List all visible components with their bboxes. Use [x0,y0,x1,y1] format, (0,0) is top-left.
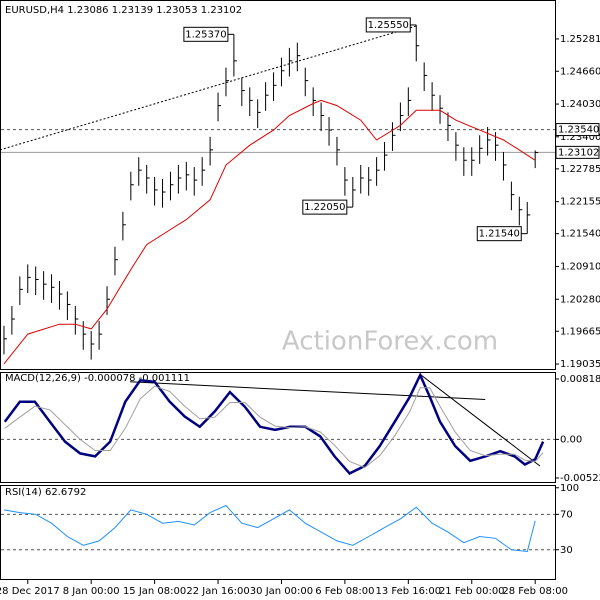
indicator-line [3,504,536,553]
trendline [419,374,541,467]
y-tick-label: 1.19035 [560,359,600,370]
x-tick-label: 22 Jan 16:00 [186,586,249,597]
y-tick-label: 1.24660 [560,66,600,77]
y-tick-label: 70 [560,509,573,520]
x-tick-label: 28 Feb 08:00 [502,586,568,597]
y-tick-label: 1.22785 [560,164,600,175]
y-tick-label: 0.008182 [560,374,600,385]
y-tick-label: 30 [560,545,573,556]
x-tick-label: 13 Feb 16:00 [376,586,442,597]
x-tick-label: 21 Feb 00:00 [439,586,505,597]
annotation-box [302,199,348,215]
y-tick-label: -0.005223 [560,473,600,484]
x-tick-label: 6 Feb 08:00 [315,586,374,597]
y-tick-label: 1.20280 [560,294,600,305]
annotation-label: 1.25550 [368,20,409,31]
price-panel [0,0,556,370]
y-tick-label: 1.19665 [560,326,600,337]
indicator-line [4,385,544,469]
chart-title: EURUSD,H4 1.23086 1.23139 1.23053 1.2310… [5,5,242,16]
annotation-box [476,226,522,242]
trendline [130,381,486,401]
y-tick-label: 100 [560,483,579,494]
trendline [0,25,417,151]
y-tick-label: 1.22155 [560,197,600,208]
indicator-line [3,372,545,475]
x-tick-label: 15 Jan 08:00 [123,586,186,597]
x-tick-label: 8 Jan 00:00 [63,586,120,597]
y-tick-label: 1.24030 [560,99,600,110]
y-tick-label: 1.21540 [560,229,600,240]
moving-average [3,99,536,365]
macd-title: MACD(12,26,9) -0.000078 -0.001111 [5,373,190,384]
macd-panel [0,372,556,483]
x-tick-label: 28 Dec 2017 [0,586,60,597]
annotation-label: 1.22050 [304,202,345,213]
y-tick-label: 1.25281 [560,34,600,45]
annotation-box [365,17,411,33]
level-label-box [555,123,600,137]
y-tick-label: 1.23400 [560,132,600,143]
rsi-panel [0,485,556,580]
level-label-box [555,145,600,159]
annotation-label: 1.21540 [479,229,520,240]
rsi-title: RSI(14) 62.6792 [5,487,86,498]
y-tick-label: 1.20910 [560,261,600,272]
x-tick-label: 30 Jan 00:00 [250,586,313,597]
annotation-box [183,26,229,42]
level-label: 1.23540 [558,125,599,136]
watermark: ActionForex.com [282,327,498,357]
annotation-label: 1.25370 [185,29,226,40]
y-tick-label: 0.00 [560,434,582,445]
level-label: 1.23102 [558,147,599,158]
